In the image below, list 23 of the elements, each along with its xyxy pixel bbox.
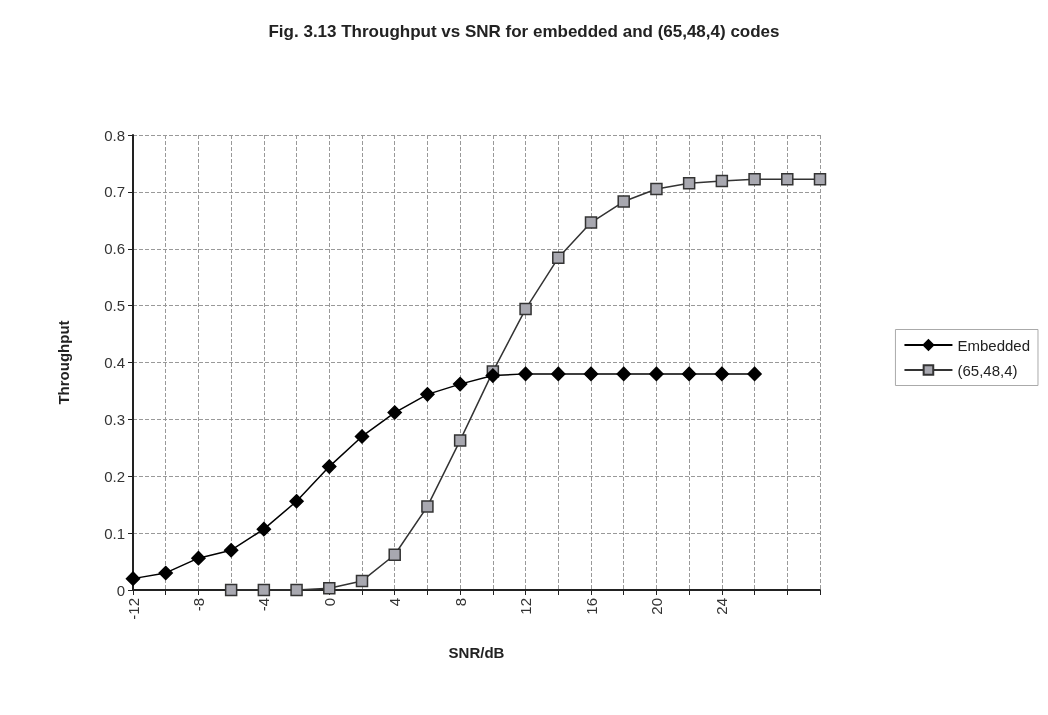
- y-tick-label: 0.4: [104, 354, 125, 371]
- x-axis-title: SNR/dB: [448, 644, 505, 661]
- x-tick-label: 24: [713, 598, 731, 615]
- y-tick-label: 0.8: [104, 126, 125, 144]
- x-tick-label: 20: [647, 598, 665, 615]
- y-tick-label: 0.2: [104, 467, 125, 485]
- x-tick-label: 4: [386, 598, 404, 607]
- legend-label: (65,48,4): [957, 361, 1018, 379]
- x-tick-label: 12: [517, 598, 535, 615]
- y-tick-label: 0.6: [104, 240, 125, 258]
- chart-title: Fig. 3.13 Throughput vs SNR for embedded and (65,48,4) codes: [268, 22, 780, 41]
- x-tick-label: 16: [582, 598, 600, 615]
- x-tick-label: 0: [320, 598, 338, 607]
- x-tick-label: -12: [124, 598, 142, 620]
- x-tick-label: 8: [451, 598, 469, 607]
- x-tick-label: -8: [189, 598, 207, 612]
- y-tick-label: 0.7: [104, 183, 125, 201]
- x-tick-label: -4: [255, 598, 273, 612]
- y-tick-label: 0.3: [104, 410, 125, 428]
- y-tick-label: 0.1: [104, 524, 125, 542]
- legend-label: Embedded: [957, 336, 1031, 354]
- y-axis-title: Throughput: [55, 320, 72, 405]
- y-tick-label: 0.5: [104, 297, 125, 315]
